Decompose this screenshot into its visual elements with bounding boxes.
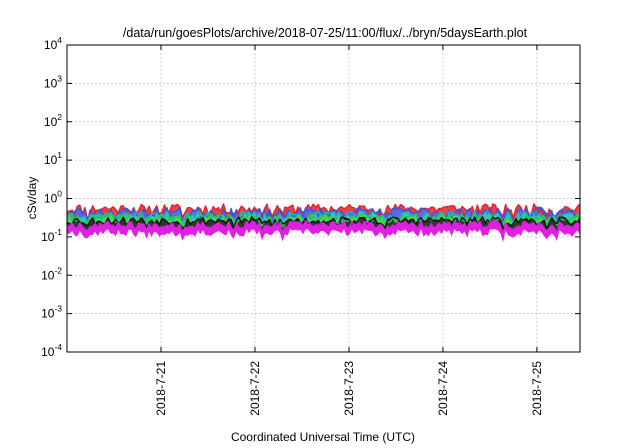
x-tick-label: 2018-7-22 [248, 361, 262, 416]
x-tick-label: 2018-7-23 [342, 361, 356, 416]
series-line [66, 220, 581, 235]
chart-title: /data/run/goesPlots/archive/2018-07-25/1… [123, 26, 528, 40]
grid-lines [67, 44, 580, 353]
series-line [66, 216, 581, 230]
y-tick-label: 101 [44, 150, 62, 167]
y-tick-label: 103 [44, 73, 62, 90]
y-axis-label: cSv/day [25, 177, 39, 220]
x-tick-label: 2018-7-25 [530, 361, 544, 416]
series-lines [66, 203, 581, 235]
y-tick-label: 100 [44, 189, 62, 206]
y-tick-label: 104 [44, 35, 62, 52]
y-axis-ticks: 104 103 102 101 100 10-1 10-2 10-3 10-4 [41, 35, 580, 359]
y-tick-label: 10-1 [41, 227, 62, 244]
y-tick-label: 10-3 [41, 304, 62, 321]
x-tick-label: 2018-7-24 [436, 361, 450, 416]
y-tick-label: 10-2 [41, 265, 62, 282]
y-tick-label: 10-4 [41, 342, 62, 359]
x-axis-label: Coordinated Universal Time (UTC) [231, 430, 415, 444]
y-tick-label: 102 [44, 112, 62, 129]
x-axis-ticks: 2018-7-21 2018-7-22 2018-7-23 2018-7-24 2018… [154, 45, 544, 416]
series-line [66, 210, 581, 227]
x-tick-label: 2018-7-21 [154, 361, 168, 416]
